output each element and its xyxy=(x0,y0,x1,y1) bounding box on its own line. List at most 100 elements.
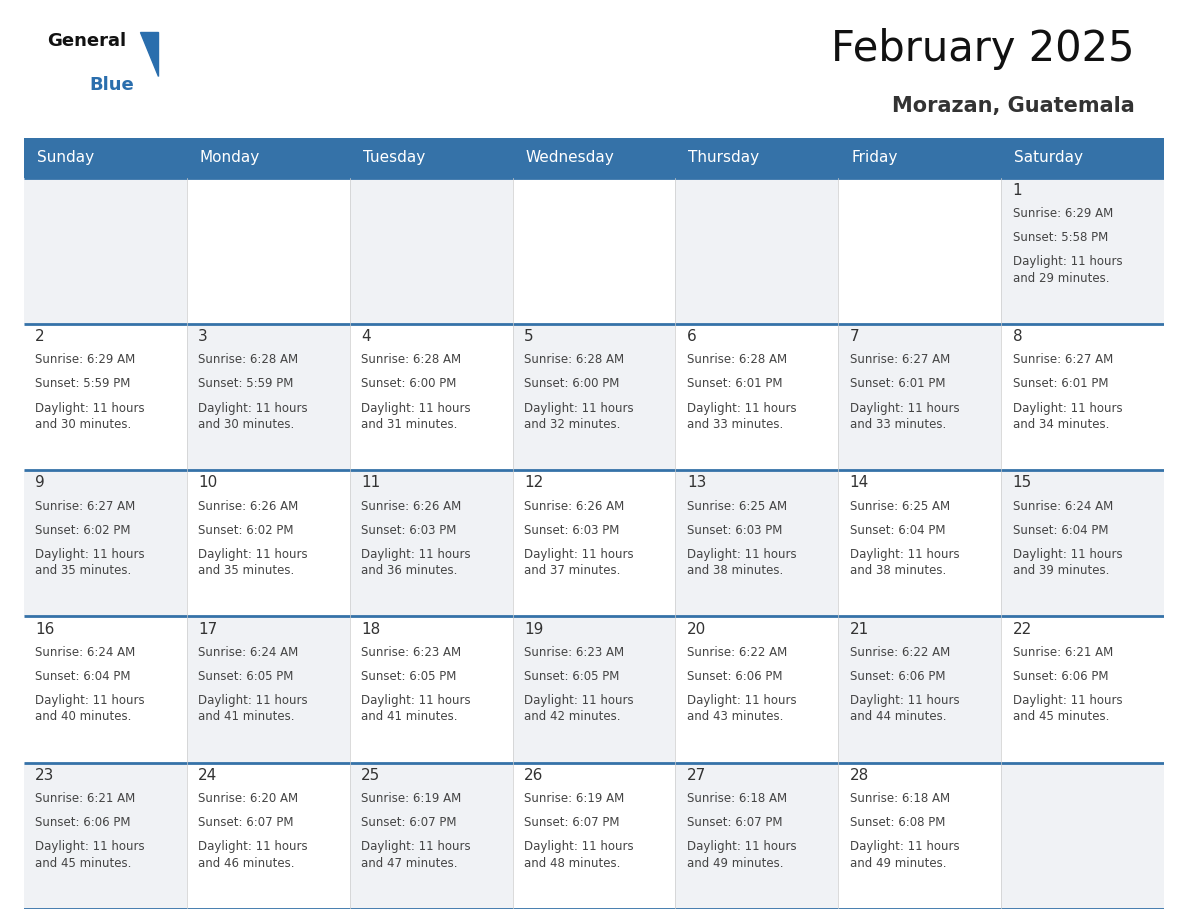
Bar xyxy=(512,178,676,324)
Bar xyxy=(512,138,676,178)
Bar xyxy=(839,138,1001,178)
Text: Morazan, Guatemala: Morazan, Guatemala xyxy=(892,96,1135,117)
Text: Sunset: 6:08 PM: Sunset: 6:08 PM xyxy=(849,816,946,829)
Text: Daylight: 11 hours
and 44 minutes.: Daylight: 11 hours and 44 minutes. xyxy=(849,694,960,723)
Text: 10: 10 xyxy=(198,476,217,490)
Text: Daylight: 11 hours
and 46 minutes.: Daylight: 11 hours and 46 minutes. xyxy=(198,840,308,869)
Text: Sunset: 6:07 PM: Sunset: 6:07 PM xyxy=(524,816,619,829)
Text: Daylight: 11 hours
and 49 minutes.: Daylight: 11 hours and 49 minutes. xyxy=(687,840,796,869)
Text: Daylight: 11 hours
and 33 minutes.: Daylight: 11 hours and 33 minutes. xyxy=(849,401,960,431)
Text: Thursday: Thursday xyxy=(689,151,759,165)
Text: Sunrise: 6:24 AM: Sunrise: 6:24 AM xyxy=(1012,499,1113,512)
Bar xyxy=(676,470,839,617)
Text: Sunset: 6:04 PM: Sunset: 6:04 PM xyxy=(849,523,946,537)
Text: Daylight: 11 hours
and 30 minutes.: Daylight: 11 hours and 30 minutes. xyxy=(36,401,145,431)
Text: Sunset: 6:02 PM: Sunset: 6:02 PM xyxy=(36,523,131,537)
Text: Daylight: 11 hours
and 49 minutes.: Daylight: 11 hours and 49 minutes. xyxy=(849,840,960,869)
Text: Wednesday: Wednesday xyxy=(525,151,614,165)
Text: 7: 7 xyxy=(849,330,859,344)
Text: Sunrise: 6:26 AM: Sunrise: 6:26 AM xyxy=(198,499,298,512)
Text: Sunset: 6:01 PM: Sunset: 6:01 PM xyxy=(687,377,783,390)
Text: 24: 24 xyxy=(198,767,217,783)
Text: 17: 17 xyxy=(198,621,217,636)
Text: Sunset: 6:07 PM: Sunset: 6:07 PM xyxy=(361,816,456,829)
Text: Sunrise: 6:27 AM: Sunrise: 6:27 AM xyxy=(36,499,135,512)
Bar xyxy=(24,138,187,178)
Text: Sunset: 6:03 PM: Sunset: 6:03 PM xyxy=(361,523,456,537)
Bar xyxy=(187,763,349,909)
Text: 27: 27 xyxy=(687,767,706,783)
Text: 19: 19 xyxy=(524,621,543,636)
Bar xyxy=(349,763,512,909)
Text: Daylight: 11 hours
and 34 minutes.: Daylight: 11 hours and 34 minutes. xyxy=(1012,401,1123,431)
Text: Sunrise: 6:28 AM: Sunrise: 6:28 AM xyxy=(198,353,298,366)
Text: Sunrise: 6:26 AM: Sunrise: 6:26 AM xyxy=(524,499,624,512)
Bar xyxy=(676,324,839,470)
Text: Daylight: 11 hours
and 38 minutes.: Daylight: 11 hours and 38 minutes. xyxy=(849,548,960,577)
Text: Sunrise: 6:26 AM: Sunrise: 6:26 AM xyxy=(361,499,461,512)
Bar xyxy=(1001,178,1164,324)
Text: 28: 28 xyxy=(849,767,870,783)
Text: Sunset: 6:00 PM: Sunset: 6:00 PM xyxy=(361,377,456,390)
Text: Sunset: 6:06 PM: Sunset: 6:06 PM xyxy=(849,670,946,683)
Text: Daylight: 11 hours
and 35 minutes.: Daylight: 11 hours and 35 minutes. xyxy=(198,548,308,577)
Bar xyxy=(1001,324,1164,470)
Bar xyxy=(512,763,676,909)
Text: Sunrise: 6:19 AM: Sunrise: 6:19 AM xyxy=(361,792,461,805)
Bar xyxy=(512,470,676,617)
Text: Sunrise: 6:24 AM: Sunrise: 6:24 AM xyxy=(198,645,298,659)
Bar xyxy=(187,324,349,470)
Bar xyxy=(1001,138,1164,178)
Bar xyxy=(349,178,512,324)
Text: Sunset: 6:06 PM: Sunset: 6:06 PM xyxy=(36,816,131,829)
Text: Daylight: 11 hours
and 36 minutes.: Daylight: 11 hours and 36 minutes. xyxy=(361,548,470,577)
Text: 5: 5 xyxy=(524,330,533,344)
Bar xyxy=(24,178,187,324)
Text: 8: 8 xyxy=(1012,330,1023,344)
Text: Sunrise: 6:18 AM: Sunrise: 6:18 AM xyxy=(687,792,786,805)
Text: 15: 15 xyxy=(1012,476,1032,490)
Bar xyxy=(187,470,349,617)
Text: Friday: Friday xyxy=(852,151,898,165)
Text: 14: 14 xyxy=(849,476,870,490)
Text: Sunset: 6:01 PM: Sunset: 6:01 PM xyxy=(849,377,946,390)
Text: 20: 20 xyxy=(687,621,706,636)
Text: Sunrise: 6:19 AM: Sunrise: 6:19 AM xyxy=(524,792,624,805)
Text: Sunset: 6:04 PM: Sunset: 6:04 PM xyxy=(36,670,131,683)
Bar xyxy=(349,470,512,617)
Text: 18: 18 xyxy=(361,621,380,636)
Text: Daylight: 11 hours
and 30 minutes.: Daylight: 11 hours and 30 minutes. xyxy=(198,401,308,431)
Text: 22: 22 xyxy=(1012,621,1032,636)
Text: Daylight: 11 hours
and 41 minutes.: Daylight: 11 hours and 41 minutes. xyxy=(198,694,308,723)
Text: Daylight: 11 hours
and 43 minutes.: Daylight: 11 hours and 43 minutes. xyxy=(687,694,796,723)
Text: Daylight: 11 hours
and 45 minutes.: Daylight: 11 hours and 45 minutes. xyxy=(36,840,145,869)
Bar xyxy=(839,324,1001,470)
Text: Daylight: 11 hours
and 31 minutes.: Daylight: 11 hours and 31 minutes. xyxy=(361,401,470,431)
Text: 13: 13 xyxy=(687,476,706,490)
Bar xyxy=(839,763,1001,909)
Bar xyxy=(676,617,839,763)
Text: Daylight: 11 hours
and 33 minutes.: Daylight: 11 hours and 33 minutes. xyxy=(687,401,796,431)
Text: Sunset: 6:03 PM: Sunset: 6:03 PM xyxy=(687,523,782,537)
Bar xyxy=(187,617,349,763)
Bar xyxy=(512,324,676,470)
Text: Sunrise: 6:25 AM: Sunrise: 6:25 AM xyxy=(687,499,786,512)
Bar xyxy=(1001,470,1164,617)
Text: Sunrise: 6:22 AM: Sunrise: 6:22 AM xyxy=(849,645,950,659)
Text: 23: 23 xyxy=(36,767,55,783)
Text: Sunset: 6:04 PM: Sunset: 6:04 PM xyxy=(1012,523,1108,537)
Text: Sunset: 6:02 PM: Sunset: 6:02 PM xyxy=(198,523,293,537)
Bar xyxy=(24,617,187,763)
Text: 25: 25 xyxy=(361,767,380,783)
Bar xyxy=(512,617,676,763)
Text: 16: 16 xyxy=(36,621,55,636)
Text: Sunrise: 6:27 AM: Sunrise: 6:27 AM xyxy=(1012,353,1113,366)
Text: 9: 9 xyxy=(36,476,45,490)
Text: Sunset: 6:05 PM: Sunset: 6:05 PM xyxy=(198,670,293,683)
Text: Sunrise: 6:27 AM: Sunrise: 6:27 AM xyxy=(849,353,950,366)
Text: Daylight: 11 hours
and 48 minutes.: Daylight: 11 hours and 48 minutes. xyxy=(524,840,633,869)
Text: Daylight: 11 hours
and 38 minutes.: Daylight: 11 hours and 38 minutes. xyxy=(687,548,796,577)
Text: Daylight: 11 hours
and 37 minutes.: Daylight: 11 hours and 37 minutes. xyxy=(524,548,633,577)
Text: 26: 26 xyxy=(524,767,543,783)
Text: Daylight: 11 hours
and 41 minutes.: Daylight: 11 hours and 41 minutes. xyxy=(361,694,470,723)
